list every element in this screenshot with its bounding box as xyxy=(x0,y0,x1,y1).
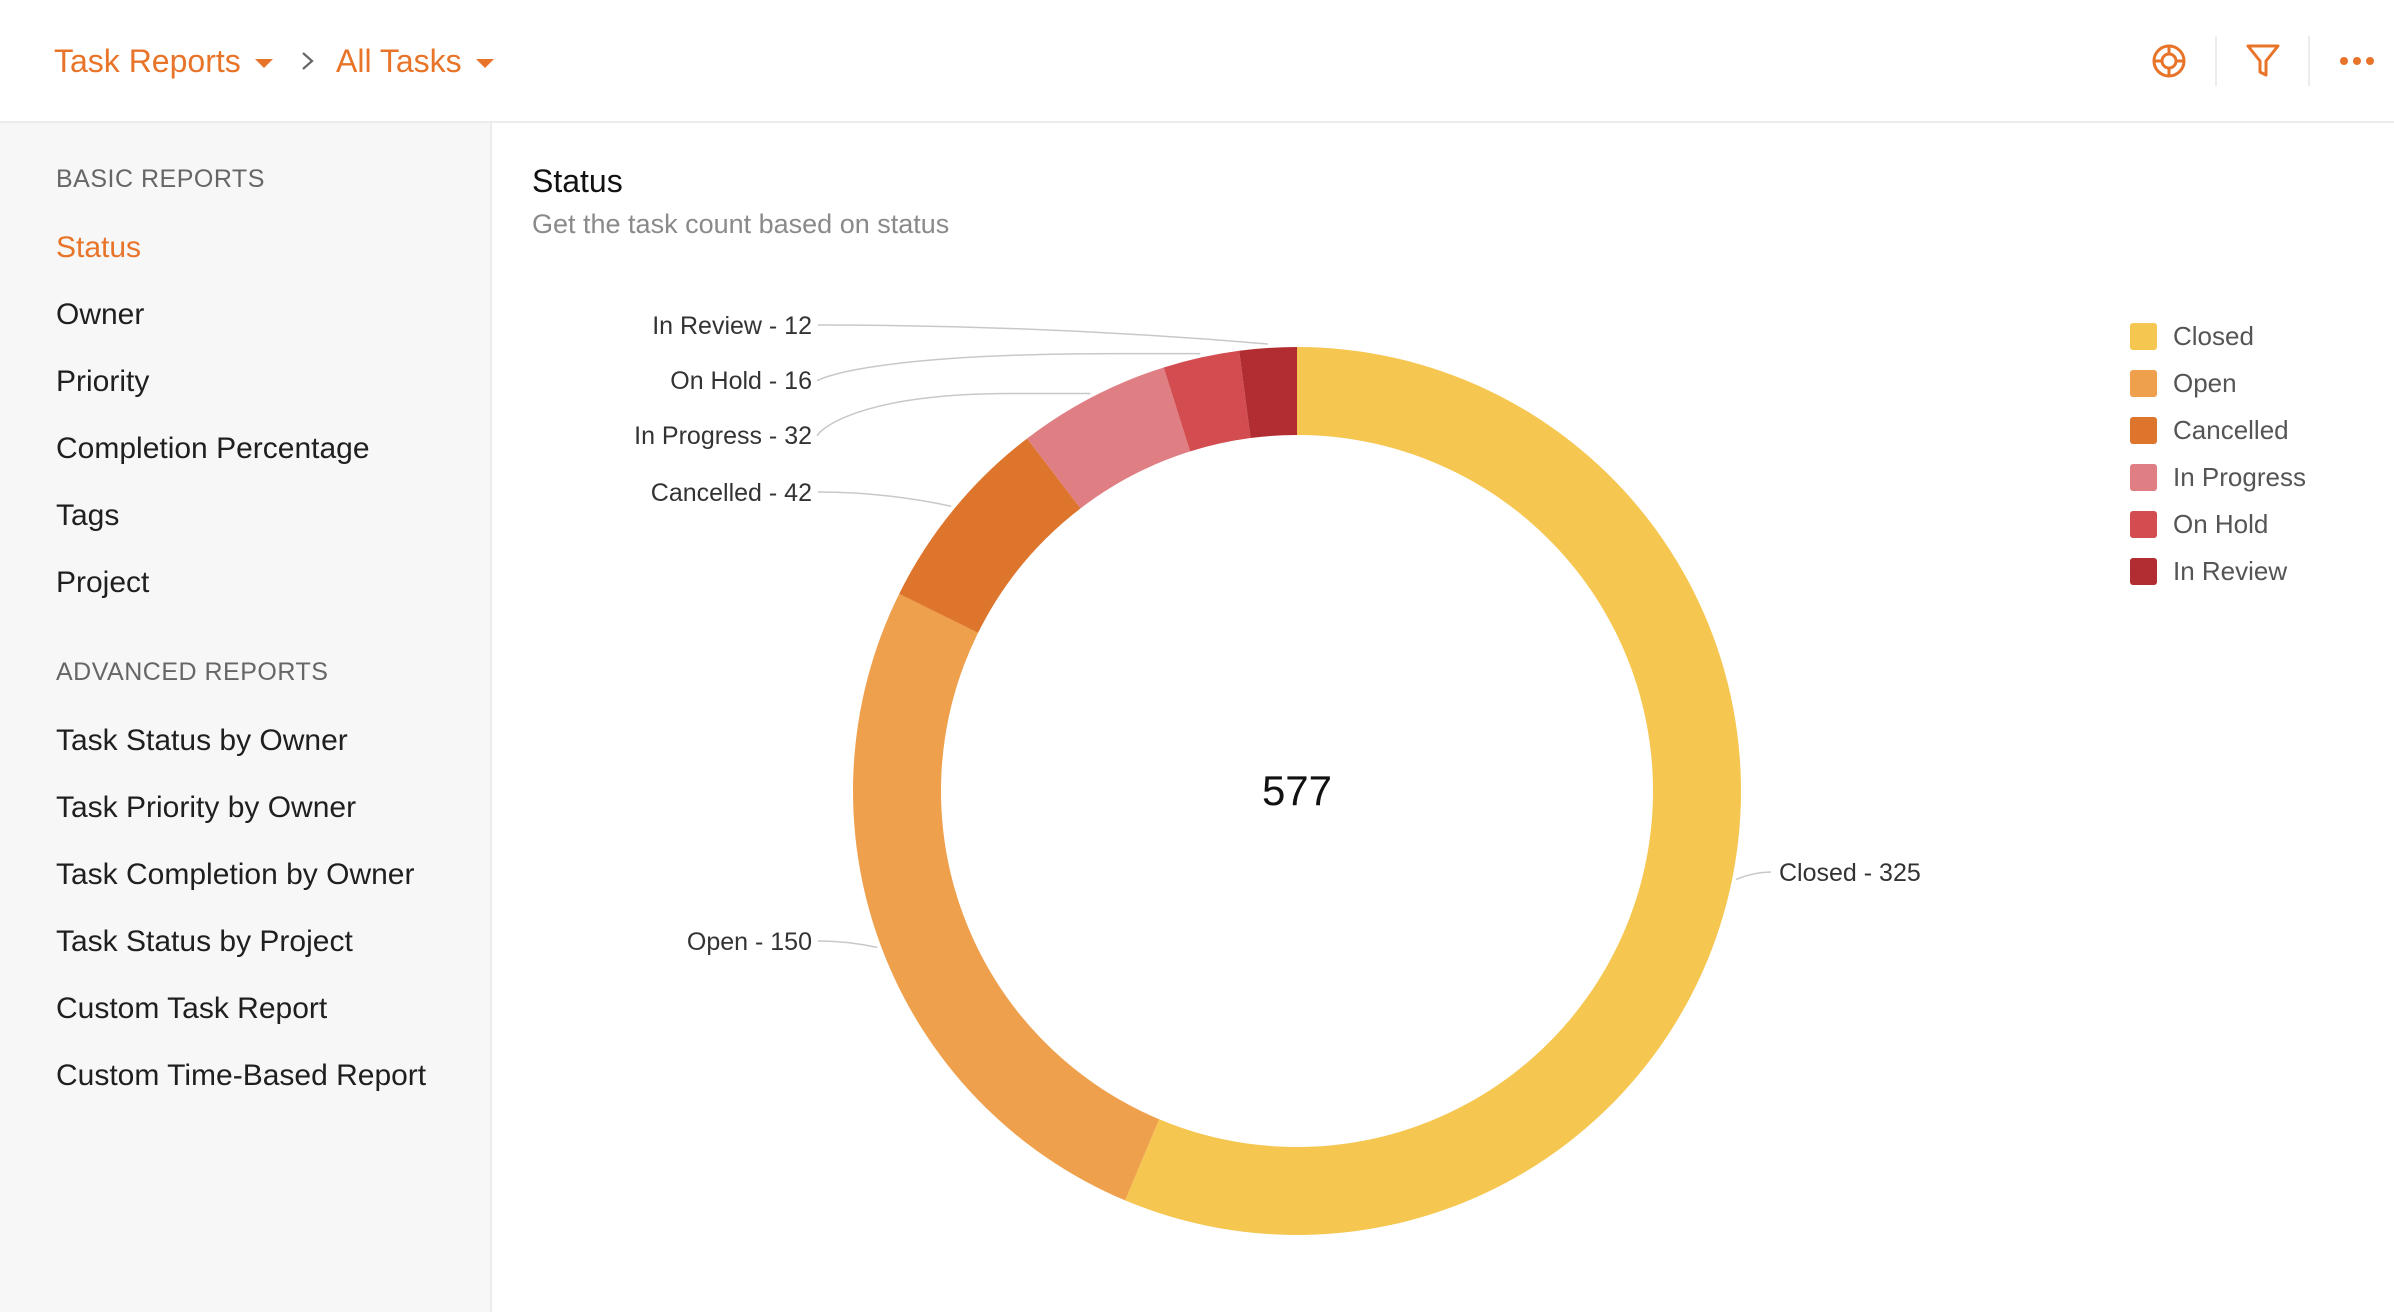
donut-slice-open[interactable] xyxy=(853,593,1160,1201)
callout-line-cancelled xyxy=(817,491,952,507)
legend-swatch xyxy=(2130,511,2157,538)
donut-slice-in-review[interactable] xyxy=(1239,347,1297,439)
callout-line-on-hold xyxy=(816,352,1201,382)
breadcrumb-task-reports[interactable]: Task Reports xyxy=(54,38,273,84)
legend-item-in-review[interactable]: In Review xyxy=(2130,548,2306,595)
sidebar-item-task-completion-by-owner[interactable]: Task Completion by Owner xyxy=(56,858,415,891)
legend-item-cancelled[interactable]: Cancelled xyxy=(2130,407,2306,454)
breadcrumb-current-label: All Tasks xyxy=(336,42,462,79)
data-label-in-progress: In Progress - 32 xyxy=(634,422,812,450)
toolbar-divider xyxy=(2215,36,2217,86)
callout-line-open xyxy=(817,940,878,949)
legend-swatch xyxy=(2130,417,2157,444)
sidebar-item-priority[interactable]: Priority xyxy=(56,365,150,398)
sidebar-item-status[interactable]: Status xyxy=(56,231,142,264)
legend-label: On Hold xyxy=(2173,509,2269,539)
chart-legend: Closed Open Cancelled In Progress On Hold In … xyxy=(2130,313,2306,595)
data-label-on-hold: On Hold - 16 xyxy=(670,367,812,395)
legend-item-on-hold[interactable]: On Hold xyxy=(2130,501,2306,548)
callout-line-closed xyxy=(1735,871,1772,881)
legend-label: Open xyxy=(2173,368,2237,398)
sidebar-item-task-status-by-project[interactable]: Task Status by Project xyxy=(56,925,353,958)
sidebar-item-custom-task-report[interactable]: Custom Task Report xyxy=(56,992,328,1025)
advanced-reports-heading: ADVANCED REPORTS xyxy=(56,658,329,686)
legend-swatch xyxy=(2130,370,2157,397)
breadcrumb-root-label: Task Reports xyxy=(54,42,241,79)
callout-line-in-review xyxy=(817,324,1268,345)
report-panel: Status Get the task count based on statu… xyxy=(492,123,2394,1312)
target-icon[interactable] xyxy=(2144,36,2194,86)
chevron-right-icon xyxy=(302,52,314,70)
status-donut-chart: Closed - 325 Open - 150 Cancelled - 42 In P… xyxy=(634,312,1921,1235)
legend-item-in-progress[interactable]: In Progress xyxy=(2130,454,2306,501)
sidebar-item-task-priority-by-owner[interactable]: Task Priority by Owner xyxy=(56,791,357,824)
legend-label: Cancelled xyxy=(2173,415,2289,445)
donut-slice-on-hold[interactable] xyxy=(1163,350,1251,452)
top-bar: Task Reports All Tasks xyxy=(0,0,2394,123)
caret-down-icon xyxy=(254,58,273,68)
legend-label: In Review xyxy=(2173,556,2288,586)
more-icon[interactable] xyxy=(2332,36,2382,86)
donut-slice-cancelled[interactable] xyxy=(899,438,1081,633)
legend-swatch xyxy=(2130,323,2157,350)
sidebar: BASIC REPORTS Status Owner Priority Comp… xyxy=(0,123,492,1312)
toolbar-divider xyxy=(2308,36,2310,86)
filter-icon[interactable] xyxy=(2238,36,2288,86)
data-label-cancelled: Cancelled - 42 xyxy=(651,479,812,507)
data-label-closed: Closed - 325 xyxy=(1779,859,1921,887)
data-label-in-review: In Review - 12 xyxy=(652,312,812,340)
legend-swatch xyxy=(2130,558,2157,585)
sidebar-item-project[interactable]: Project xyxy=(56,566,150,599)
donut-total-label: 577 xyxy=(1262,767,1332,814)
legend-label: In Progress xyxy=(2173,462,2306,492)
legend-swatch xyxy=(2130,464,2157,491)
report-subtitle: Get the task count based on status xyxy=(532,209,950,239)
legend-item-open[interactable]: Open xyxy=(2130,360,2306,407)
sidebar-item-task-status-by-owner[interactable]: Task Status by Owner xyxy=(56,724,348,757)
callout-line-in-progress xyxy=(816,392,1091,437)
sidebar-item-tags[interactable]: Tags xyxy=(56,499,120,532)
data-label-open: Open - 150 xyxy=(687,928,812,956)
sidebar-item-owner[interactable]: Owner xyxy=(56,298,145,331)
legend-item-closed[interactable]: Closed xyxy=(2130,313,2306,360)
sidebar-item-completion-percentage[interactable]: Completion Percentage xyxy=(56,432,370,465)
donut-slice-in-progress[interactable] xyxy=(1027,367,1191,509)
sidebar-item-custom-time-based-report[interactable]: Custom Time-Based Report xyxy=(56,1059,427,1092)
report-title: Status xyxy=(532,163,623,199)
breadcrumb-all-tasks[interactable]: All Tasks xyxy=(336,38,494,84)
donut-slice-closed[interactable] xyxy=(1125,347,1741,1235)
caret-down-icon xyxy=(475,58,494,68)
basic-reports-heading: BASIC REPORTS xyxy=(56,165,265,193)
legend-label: Closed xyxy=(2173,321,2254,351)
